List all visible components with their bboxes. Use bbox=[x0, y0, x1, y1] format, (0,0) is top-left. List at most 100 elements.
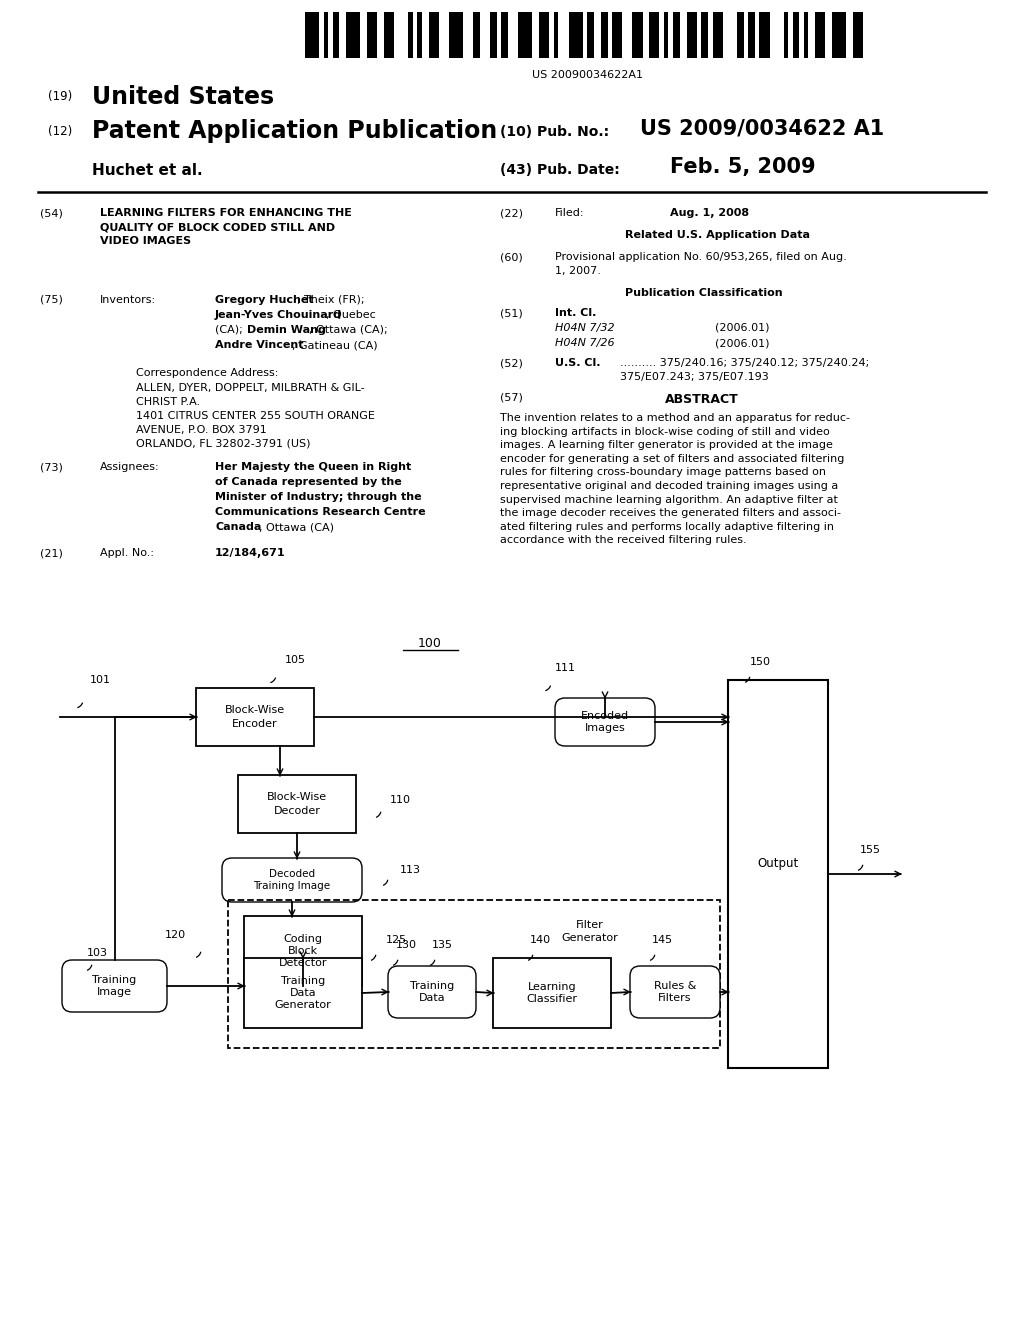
Bar bbox=[612, 12, 623, 58]
Text: (73): (73) bbox=[40, 462, 62, 473]
Text: Training
Data: Training Data bbox=[410, 981, 454, 1003]
Text: (2006.01): (2006.01) bbox=[715, 338, 769, 348]
FancyBboxPatch shape bbox=[388, 966, 476, 1018]
Bar bbox=[686, 12, 696, 58]
Text: The invention relates to a method and an apparatus for reduc-
ing blocking artif: The invention relates to a method and an… bbox=[500, 413, 850, 545]
Text: , Gatineau (CA): , Gatineau (CA) bbox=[292, 341, 378, 350]
Text: (21): (21) bbox=[40, 548, 62, 558]
Text: Communications Research Centre: Communications Research Centre bbox=[215, 507, 426, 517]
Bar bbox=[409, 12, 413, 58]
Bar bbox=[601, 12, 607, 58]
Text: 12/184,671: 12/184,671 bbox=[215, 548, 286, 558]
Bar bbox=[737, 12, 743, 58]
Text: 103: 103 bbox=[86, 948, 108, 958]
Bar bbox=[196, 688, 314, 746]
Bar bbox=[238, 775, 356, 833]
Text: 101: 101 bbox=[89, 675, 111, 685]
Text: 111: 111 bbox=[555, 663, 575, 673]
Text: Correspondence Address:: Correspondence Address: bbox=[136, 368, 279, 378]
FancyBboxPatch shape bbox=[222, 858, 362, 902]
Text: Feb. 5, 2009: Feb. 5, 2009 bbox=[670, 157, 816, 177]
Text: Coding
Block
Detector: Coding Block Detector bbox=[279, 933, 328, 969]
Text: Rules &
Filters: Rules & Filters bbox=[653, 981, 696, 1003]
Text: Block-Wise
Decoder: Block-Wise Decoder bbox=[267, 792, 327, 816]
Text: Int. Cl.: Int. Cl. bbox=[555, 308, 596, 318]
Text: 135: 135 bbox=[431, 940, 453, 950]
Text: Inventors:: Inventors: bbox=[100, 294, 156, 305]
Bar bbox=[673, 12, 680, 58]
Text: 120: 120 bbox=[165, 931, 185, 940]
Text: Jean-Yves Chouinard: Jean-Yves Chouinard bbox=[215, 310, 342, 319]
Bar bbox=[713, 12, 723, 58]
Text: 105: 105 bbox=[285, 655, 305, 665]
Text: 113: 113 bbox=[400, 865, 421, 875]
Bar bbox=[540, 12, 550, 58]
Text: , Quebec: , Quebec bbox=[326, 310, 376, 319]
Text: (10) Pub. No.:: (10) Pub. No.: bbox=[500, 125, 609, 139]
Text: (54): (54) bbox=[40, 209, 62, 218]
Bar bbox=[815, 12, 825, 58]
Text: of Canada represented by the: of Canada represented by the bbox=[215, 477, 401, 487]
Text: Filter
Generator: Filter Generator bbox=[561, 920, 618, 944]
Text: 125: 125 bbox=[386, 935, 408, 945]
Bar bbox=[804, 12, 809, 58]
Text: Output: Output bbox=[758, 858, 799, 870]
Text: Related U.S. Application Data: Related U.S. Application Data bbox=[625, 230, 810, 240]
Text: (75): (75) bbox=[40, 294, 62, 305]
Text: (51): (51) bbox=[500, 308, 522, 318]
Bar bbox=[783, 12, 788, 58]
Bar bbox=[228, 900, 720, 1048]
Text: ALLEN, DYER, DOPPELT, MILBRATH & GIL-
CHRIST P.A.
1401 CITRUS CENTER 255 SOUTH O: ALLEN, DYER, DOPPELT, MILBRATH & GIL- CH… bbox=[136, 383, 375, 449]
Text: 145: 145 bbox=[651, 935, 673, 945]
Bar bbox=[853, 12, 863, 58]
Text: (52): (52) bbox=[500, 358, 523, 368]
Text: Provisional application No. 60/953,265, filed on Aug.
1, 2007.: Provisional application No. 60/953,265, … bbox=[555, 252, 847, 276]
Bar bbox=[333, 12, 339, 58]
Text: (19): (19) bbox=[48, 90, 73, 103]
Bar bbox=[346, 12, 360, 58]
Bar bbox=[749, 12, 755, 58]
Text: U.S. Cl.: U.S. Cl. bbox=[555, 358, 600, 368]
Text: (22): (22) bbox=[500, 209, 523, 218]
Bar bbox=[384, 12, 394, 58]
Text: , Ottawa (CA): , Ottawa (CA) bbox=[259, 521, 334, 532]
Text: (57): (57) bbox=[500, 393, 523, 403]
Text: Her Majesty the Queen in Right: Her Majesty the Queen in Right bbox=[215, 462, 412, 473]
Text: Minister of Industry; through the: Minister of Industry; through the bbox=[215, 492, 422, 502]
Text: Assignees:: Assignees: bbox=[100, 462, 160, 473]
Text: (43) Pub. Date:: (43) Pub. Date: bbox=[500, 162, 620, 177]
Bar bbox=[429, 12, 438, 58]
Text: US 20090034622A1: US 20090034622A1 bbox=[532, 70, 643, 81]
Text: Canada: Canada bbox=[215, 521, 261, 532]
Bar bbox=[367, 12, 377, 58]
Text: Demin Wang: Demin Wang bbox=[247, 325, 326, 335]
Bar bbox=[418, 12, 422, 58]
Text: United States: United States bbox=[92, 84, 274, 110]
Bar bbox=[701, 12, 708, 58]
Text: H04N 7/26: H04N 7/26 bbox=[555, 338, 614, 348]
Text: (CA);: (CA); bbox=[215, 325, 243, 335]
Text: Patent Application Publication: Patent Application Publication bbox=[92, 119, 498, 143]
Text: (2006.01): (2006.01) bbox=[715, 323, 769, 333]
Bar bbox=[493, 958, 611, 1028]
Bar bbox=[502, 12, 508, 58]
Text: , Theix (FR);: , Theix (FR); bbox=[297, 294, 365, 305]
Text: Gregory Huchet: Gregory Huchet bbox=[215, 294, 313, 305]
FancyBboxPatch shape bbox=[62, 960, 167, 1012]
Bar bbox=[587, 12, 594, 58]
Text: Training
Image: Training Image bbox=[92, 974, 136, 997]
Text: Appl. No.:: Appl. No.: bbox=[100, 548, 154, 558]
FancyBboxPatch shape bbox=[555, 698, 655, 746]
Bar bbox=[473, 12, 480, 58]
Text: Andre Vincent: Andre Vincent bbox=[215, 341, 303, 350]
Text: Encoded
Images: Encoded Images bbox=[581, 710, 629, 733]
Text: Filed:: Filed: bbox=[555, 209, 585, 218]
Text: (12): (12) bbox=[48, 125, 73, 139]
Text: , Ottawa (CA);: , Ottawa (CA); bbox=[309, 325, 388, 335]
Text: LEARNING FILTERS FOR ENHANCING THE
QUALITY OF BLOCK CODED STILL AND
VIDEO IMAGES: LEARNING FILTERS FOR ENHANCING THE QUALI… bbox=[100, 209, 352, 246]
Text: 140: 140 bbox=[529, 935, 551, 945]
Bar bbox=[449, 12, 463, 58]
Text: 150: 150 bbox=[750, 657, 770, 667]
Bar bbox=[760, 12, 769, 58]
Text: Learning
Classifier: Learning Classifier bbox=[526, 982, 578, 1005]
